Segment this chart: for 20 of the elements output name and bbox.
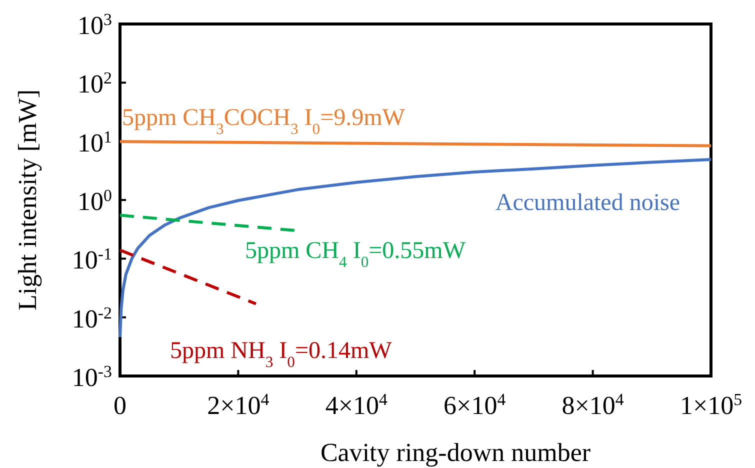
y-tick-label: 10$^{1}$: [78, 126, 112, 158]
text: 5ppm NH$_{3}$ I$_{0}$=0.14mW: [170, 338, 392, 370]
series-label: 5ppm CH$_{4}$ I$_{0}$=0.55mW: [245, 238, 466, 270]
x-tick-label: 1×10$^{5}$: [680, 390, 742, 420]
line-series: [118, 158, 712, 339]
y-tick-label: 10$^{-3}$: [72, 362, 112, 392]
x-tick-label: 0: [114, 391, 126, 420]
y-tick-label: 10$^{-1}$: [72, 244, 112, 275]
series-label: 5ppm CH$_{3}$COCH$_{3}$ I$_{0}$=9.9mW: [122, 105, 406, 138]
y-tick-label: 10$^{0}$: [78, 186, 112, 216]
y-axis-title: Light intensity [mW]: [13, 90, 42, 310]
x-tick-label: 6×10$^{4}$: [444, 390, 506, 420]
x-axis-title: Cavity ring-down number: [320, 438, 591, 467]
x-tick-label: 8×10$^{4}$: [562, 390, 624, 420]
y-tick-label: 10$^{2}$: [78, 68, 112, 99]
x-tick-label: 2×10$^{4}$: [207, 390, 270, 420]
y-tick-label: 10$^{3}$: [78, 10, 112, 40]
series-label: Accumulated noise: [495, 190, 680, 216]
x-tick-label: 4×10$^{4}$: [325, 390, 388, 420]
y-tick-label: 10$^{-2}$: [72, 302, 112, 334]
